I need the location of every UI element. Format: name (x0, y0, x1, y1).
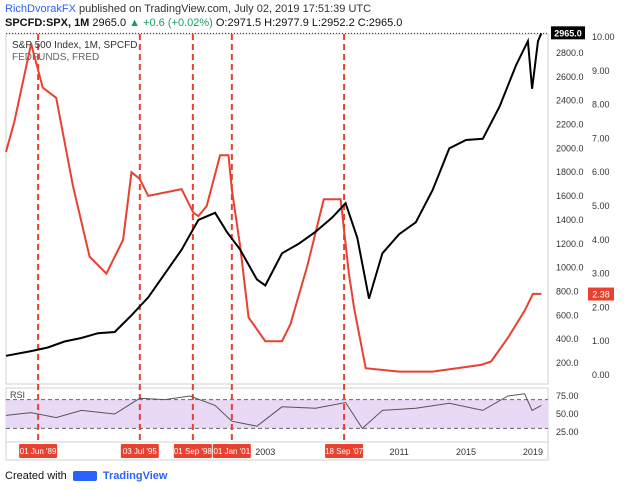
price-tick-label: 400.0 (556, 334, 579, 344)
price-tick-label: 1800.0 (556, 167, 584, 177)
author-link[interactable]: RichDvorakFX (5, 3, 76, 15)
recession-date-bg (212, 444, 251, 458)
rate-tick-label: 2.00 (592, 302, 610, 312)
rate-tick-label: 1.00 (592, 336, 610, 346)
recession-date-bg (325, 444, 364, 458)
price-change: ▲ +0.6 (+0.02%) (129, 17, 213, 29)
fedfunds-line (5, 43, 542, 373)
price-tick-label: 800.0 (556, 286, 579, 296)
last-price-tag-label: 2965.0 (554, 28, 582, 38)
main-pane (5, 33, 549, 385)
x-tick-label: 2019 (523, 447, 543, 457)
rate-tick-label: 8.00 (592, 100, 610, 110)
spx-line (5, 32, 543, 357)
brand-name[interactable]: TradingView (102, 470, 168, 482)
x-tick-label: 2015 (456, 447, 476, 457)
price-tick-label: 2400.0 (556, 96, 584, 106)
recession-date-bg (120, 444, 159, 458)
rate-tick-label: 4.00 (592, 235, 610, 245)
price-tick-label: 2200.0 (556, 120, 584, 130)
recession-date-label: 03 Jul '95 (123, 447, 158, 456)
price-tick-label: 600.0 (556, 310, 579, 320)
tradingview-logo-icon (72, 471, 97, 482)
legend-fedfunds: FEDFUNDS, FRED (12, 52, 99, 63)
x-tick-label: 2011 (389, 447, 408, 457)
recession-date-label: 18 Sep '07 (325, 447, 364, 456)
last-rate-tag-label: 2.38 (592, 290, 610, 300)
footer: Created with TradingView (5, 470, 167, 482)
rsi-line (5, 393, 542, 430)
recession-date-bg (173, 444, 212, 458)
rate-tick-label: 0.00 (592, 370, 610, 380)
created-with: Created with (5, 470, 67, 482)
rsi-tick-label: 75.00 (556, 391, 579, 401)
published-text: published on TradingView.com, July 02, 2… (78, 3, 372, 15)
symbol-line: SPCFD:SPX, 1M 2965.0 ▲ +0.6 (+0.02%) O:2… (5, 17, 402, 29)
recession-date-bg (19, 444, 58, 458)
recession-date-label: 01 Jun '89 (20, 447, 57, 456)
axes: 2800.0 2600.0 2400.0 2200.0 2000.0 1800.0 1600… (255, 26, 615, 457)
rsi-band (6, 399, 548, 429)
price-tick-label: 1200.0 (556, 239, 584, 249)
legend-spx: S&P 500 Index, 1M, SPCFD (12, 40, 137, 51)
recession-lines: 01 Jun '89 03 Jul '95 01 Sep '98 01 Jan '01… (19, 34, 364, 458)
last-price-tag (551, 26, 585, 40)
price-tick-label: 200.0 (556, 358, 579, 368)
rate-tick-label: 3.00 (592, 269, 610, 279)
price-tick-label: 1600.0 (556, 191, 584, 201)
price-tick-label: 1400.0 (556, 215, 584, 225)
price-tick-label: 2000.0 (556, 143, 584, 153)
rate-tick-label: 6.00 (592, 167, 610, 177)
rate-tick-label: 10.00 (592, 32, 615, 42)
recession-date-label: 01 Jan '01 (213, 447, 250, 456)
last-price: 2965.0 (92, 17, 127, 29)
price-tick-label: 2600.0 (556, 72, 584, 82)
rsi-tick-label: 25.00 (556, 427, 579, 437)
rsi-label: RSI (10, 390, 25, 400)
rate-tick-label: 7.00 (592, 133, 610, 143)
price-tick-label: 2800.0 (556, 48, 584, 58)
rate-tick-label: 5.00 (592, 201, 610, 211)
price-tick-label: 1000.0 (556, 263, 584, 273)
recession-date-label: 01 Sep '98 (174, 447, 213, 456)
rsi-tick-label: 50.00 (556, 409, 579, 419)
ohlc-values: O:2971.5 H:2977.9 L:2952.2 C:2965.0 (215, 17, 403, 29)
symbol-name: SPCFD:SPX, 1M (5, 17, 90, 29)
publish-line: RichDvorakFX published on TradingView.co… (5, 3, 371, 15)
last-rate-tag (588, 287, 614, 301)
series-lines (5, 32, 543, 430)
rate-tick-label: 9.00 (592, 66, 610, 76)
x-tick-label: 2003 (255, 447, 275, 457)
